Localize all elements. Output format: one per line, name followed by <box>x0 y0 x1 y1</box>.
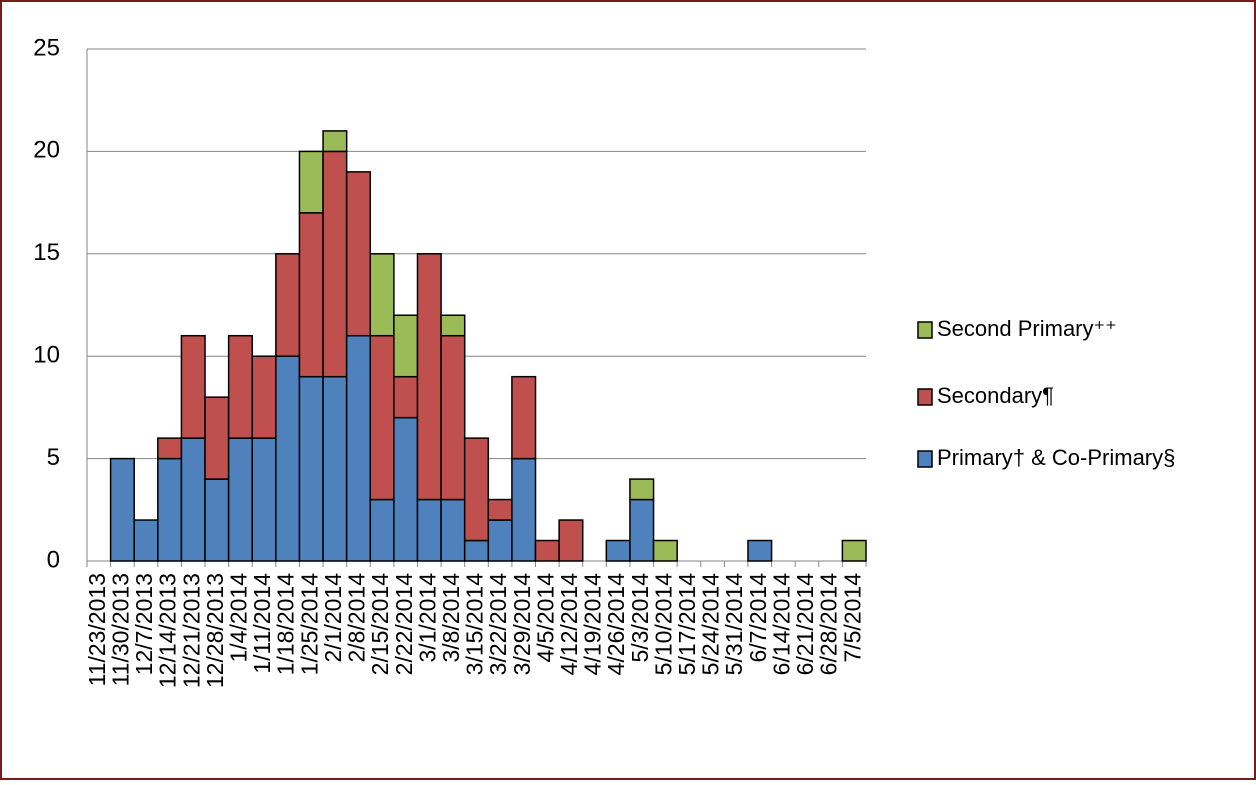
x-tick-label: 2/1/2014 <box>320 573 346 663</box>
x-tick-label: 11/30/2013 <box>107 573 133 686</box>
bar-segment <box>275 355 301 562</box>
bar-segment <box>322 375 348 562</box>
bar-segment <box>747 539 773 562</box>
x-tick-label: 6/21/2014 <box>792 573 818 676</box>
bar-segment <box>275 253 301 357</box>
x-tick-label: 2/15/2014 <box>367 573 393 676</box>
bar-segment <box>605 539 631 562</box>
y-tick-label: 10 <box>33 342 60 369</box>
bar-segment <box>345 334 372 562</box>
bar-segment <box>841 539 867 562</box>
x-tick-label: 5/24/2014 <box>698 573 724 676</box>
x-tick-label: 5/17/2014 <box>674 573 700 676</box>
bar-segment <box>298 150 324 214</box>
legend-label: Secondary¶ <box>937 383 1054 408</box>
bar-segment <box>227 437 253 562</box>
y-tick-label: 25 <box>33 34 60 61</box>
bar-segment <box>511 375 537 460</box>
bar-segment <box>393 314 419 378</box>
bar-segment <box>251 437 277 562</box>
x-tick-label: 2/8/2014 <box>344 573 370 663</box>
legend-swatch <box>917 388 933 406</box>
x-tick-label: 3/1/2014 <box>414 573 440 663</box>
x-tick-label: 3/22/2014 <box>485 573 511 676</box>
bar-segment <box>298 212 324 378</box>
x-tick-label: 11/23/2013 <box>84 573 110 686</box>
bar-segment <box>629 478 655 501</box>
x-tick-label: 5/10/2014 <box>650 573 676 676</box>
x-tick-label: 12/28/2013 <box>202 573 228 688</box>
x-tick-label: 4/5/2014 <box>532 573 558 663</box>
y-tick-label: 20 <box>33 137 60 164</box>
bar-segment <box>369 253 395 337</box>
y-tick-label: 0 <box>47 546 60 573</box>
x-tick-label: 3/29/2014 <box>509 573 535 676</box>
bar-segment <box>393 416 419 562</box>
x-tick-label: 4/12/2014 <box>556 573 582 676</box>
bar-segment <box>487 519 513 562</box>
bar-segment <box>558 519 584 562</box>
x-tick-label: 4/26/2014 <box>603 573 629 676</box>
bar-segment <box>629 498 655 562</box>
bar-segment <box>204 478 230 562</box>
legend-label: Second Primary⁺⁺ <box>937 316 1117 341</box>
x-tick-label: 3/8/2014 <box>438 573 464 663</box>
x-tick-label: 1/18/2014 <box>273 573 299 676</box>
x-tick-label: 1/4/2014 <box>226 573 252 663</box>
x-tick-label: 12/7/2013 <box>131 573 157 675</box>
bar-segment <box>157 457 183 562</box>
legend-swatch <box>917 321 933 339</box>
bar-segment <box>251 355 277 439</box>
legend-label: Primary† & Co-Primary§ <box>937 445 1175 470</box>
bar-segment <box>440 498 466 562</box>
y-tick-label: 15 <box>33 239 60 266</box>
x-tick-label: 4/19/2014 <box>580 573 606 676</box>
bar-segment <box>180 437 206 562</box>
bar-segment <box>440 314 466 337</box>
y-tick-label: 5 <box>47 444 60 471</box>
bar-segment <box>133 519 159 562</box>
bar-segment <box>487 498 513 521</box>
x-tick-label: 7/5/2014 <box>839 573 865 663</box>
x-tick-label: 6/7/2014 <box>745 573 771 663</box>
bar-segment <box>416 253 442 501</box>
bar-segment <box>322 130 348 153</box>
bar-segment <box>180 334 206 439</box>
bar-segment <box>109 457 135 562</box>
bar-segment <box>393 375 419 419</box>
bar-segment <box>463 437 490 542</box>
bar-segment <box>369 498 395 562</box>
legend-swatch <box>917 450 933 468</box>
bar-segment <box>440 334 466 501</box>
x-tick-label: 5/3/2014 <box>627 573 653 663</box>
bar-segment <box>322 150 348 378</box>
x-tick-label: 6/28/2014 <box>816 573 842 676</box>
bar-segment <box>227 334 253 439</box>
bar-segment <box>652 539 678 562</box>
bar-segment <box>345 171 372 337</box>
x-tick-label: 12/21/2013 <box>178 573 204 688</box>
x-tick-label: 5/31/2014 <box>721 573 747 676</box>
bar-segment <box>204 396 230 480</box>
bar-segment <box>369 334 395 501</box>
x-tick-label: 6/14/2014 <box>768 573 794 676</box>
bar-segment <box>416 498 442 562</box>
x-tick-label: 2/22/2014 <box>391 573 417 676</box>
bar-segment <box>157 437 183 460</box>
bar-segment <box>511 457 537 562</box>
bar-segment <box>463 539 490 562</box>
x-tick-label: 12/14/2013 <box>155 573 181 688</box>
bar-segment <box>298 375 324 562</box>
bar-segment <box>534 539 560 562</box>
x-tick-label: 1/25/2014 <box>296 573 322 676</box>
x-tick-label: 1/11/2014 <box>249 573 275 674</box>
x-tick-label: 3/15/2014 <box>462 573 488 676</box>
